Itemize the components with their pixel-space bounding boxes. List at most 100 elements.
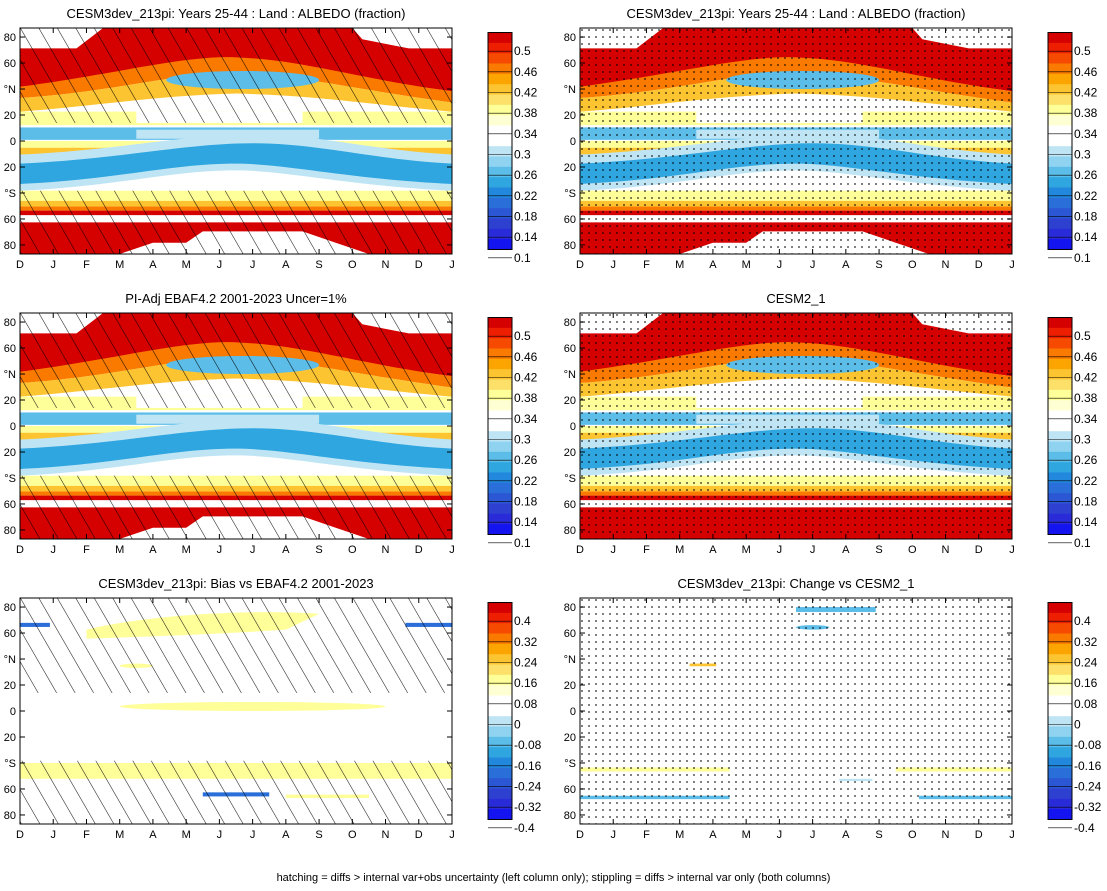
panel-2: CESM3dev_213pi: Years 25-44 : Land : ALB…	[564, 6, 1098, 271]
colorbar-segment	[488, 736, 512, 748]
colorbar-segment	[488, 654, 512, 666]
colorbar-segment	[1048, 228, 1072, 240]
colorbar-segment	[488, 32, 512, 44]
panel-title: CESM3dev_213pi: Change vs CESM2_1	[677, 576, 914, 591]
x-tick-label: A	[842, 544, 850, 556]
hatch-overlay-north	[20, 598, 452, 693]
bias-patch-equator-yellow	[119, 701, 386, 711]
colorbar-segment	[488, 177, 512, 188]
colorbar-frame	[487, 602, 513, 820]
x-tick-label: N	[382, 829, 390, 841]
colorbar-segment	[488, 156, 512, 168]
colorbar-label: 0.24	[1074, 656, 1098, 670]
colorbar-segment	[488, 524, 512, 535]
colorbar-segment	[1048, 482, 1072, 494]
colorbar-segment	[1048, 524, 1072, 535]
colorbar-segment	[1048, 654, 1072, 666]
x-tick-label: D	[576, 829, 584, 841]
colorbar-segment	[1048, 420, 1072, 432]
colorbar-segment	[1048, 104, 1072, 116]
colorbar-segment	[1048, 32, 1072, 44]
y-tick-label: 0	[570, 136, 576, 148]
colorbar-segment	[1048, 503, 1072, 515]
colorbar-label: 0.34	[1074, 127, 1098, 141]
colorbar-label: 0.34	[514, 127, 538, 141]
x-tick-label: D	[576, 544, 584, 556]
colorbar-label: 0.3	[514, 147, 531, 161]
colorbar-segment	[1048, 716, 1072, 727]
colorbar-segment	[488, 187, 512, 199]
x-tick-label: D	[16, 544, 24, 556]
y-tick-label: °S	[564, 188, 576, 200]
x-tick-label: F	[643, 259, 650, 271]
y-tick-label: 60	[564, 499, 576, 511]
x-tick-label: J	[50, 544, 56, 556]
colorbar-label: 0.34	[1074, 412, 1098, 426]
colorbar: 0.5 0.46 0.42 0.38 0.34 0.3 0.26 0.22 0.18 0.14 0.…	[1047, 32, 1098, 265]
colorbar-segment	[1048, 389, 1072, 401]
colorbar-label: 0.38	[1074, 391, 1098, 405]
y-tick-label: 0	[570, 706, 576, 718]
colorbar-segment	[488, 674, 512, 686]
plot-area	[580, 598, 1012, 824]
albedo-band-equator-lightblue	[136, 414, 320, 424]
colorbar-segment	[1048, 493, 1072, 504]
x-tick-label: A	[842, 829, 850, 841]
colorbar-segment	[1048, 73, 1072, 85]
colorbar-segment	[488, 73, 512, 85]
colorbar-segment	[1048, 208, 1072, 219]
colorbar-label: 0.34	[514, 412, 538, 426]
colorbar-label: 0.1	[514, 251, 531, 265]
x-tick-label: D	[415, 829, 423, 841]
colorbar-segment	[488, 94, 512, 106]
x-tick-label: J	[250, 259, 256, 271]
colorbar-label: 0.32	[514, 635, 538, 649]
colorbar-label: 0.46	[1074, 350, 1098, 364]
colorbar-frame	[1047, 602, 1073, 820]
colorbar-segment	[1048, 778, 1072, 789]
y-tick-label: 20	[564, 110, 576, 122]
colorbar-segment	[1048, 358, 1072, 370]
x-tick-label: J	[1009, 544, 1015, 556]
colorbar-segment	[1048, 84, 1072, 96]
y-tick-label: °N	[4, 369, 16, 381]
hatch-overlay-north	[20, 28, 452, 123]
colorbar-segment	[488, 809, 512, 820]
colorbar-frame	[487, 317, 513, 535]
colorbar-segment	[488, 208, 512, 219]
x-tick-label: J	[610, 259, 616, 271]
colorbar-label: -0.32	[1074, 800, 1102, 814]
x-tick-label: A	[149, 259, 157, 271]
y-tick-label: 0	[10, 421, 16, 433]
x-tick-label: A	[282, 259, 290, 271]
colorbar-segment	[1048, 451, 1072, 463]
colorbar-segment	[488, 643, 512, 655]
panel-title: CESM3dev_213pi: Years 25-44 : Land : ALB…	[67, 6, 406, 21]
albedo-band-equator-lightblue	[136, 129, 320, 139]
x-tick-label: N	[382, 259, 390, 271]
y-tick-label: 80	[564, 317, 576, 329]
x-tick-label: M	[742, 259, 751, 271]
colorbar-segment	[488, 503, 512, 515]
colorbar-segment	[1048, 135, 1072, 147]
y-tick-label: 20	[4, 680, 16, 692]
colorbar-label: 0.42	[514, 86, 538, 100]
colorbar-segment	[488, 166, 512, 178]
colorbar-label: 0.42	[1074, 86, 1098, 100]
colorbar-segment	[1048, 747, 1072, 758]
x-tick-label: S	[315, 544, 322, 556]
y-tick-label: 20	[564, 395, 576, 407]
colorbar-segment	[488, 788, 512, 800]
y-tick-label: °S	[564, 758, 576, 770]
y-tick-label: 80	[564, 810, 576, 822]
panel-title: CESM2_1	[766, 291, 825, 306]
y-tick-label: 20	[4, 395, 16, 407]
x-tick-label: J	[250, 829, 256, 841]
colorbar-label: 0.18	[1074, 494, 1098, 508]
x-tick-label: O	[348, 829, 357, 841]
x-tick-label: M	[182, 829, 191, 841]
colorbar-label: 0.26	[1074, 168, 1098, 182]
colorbar-segment	[488, 472, 512, 484]
y-tick-label: 60	[4, 499, 16, 511]
colorbar-segment	[488, 451, 512, 463]
